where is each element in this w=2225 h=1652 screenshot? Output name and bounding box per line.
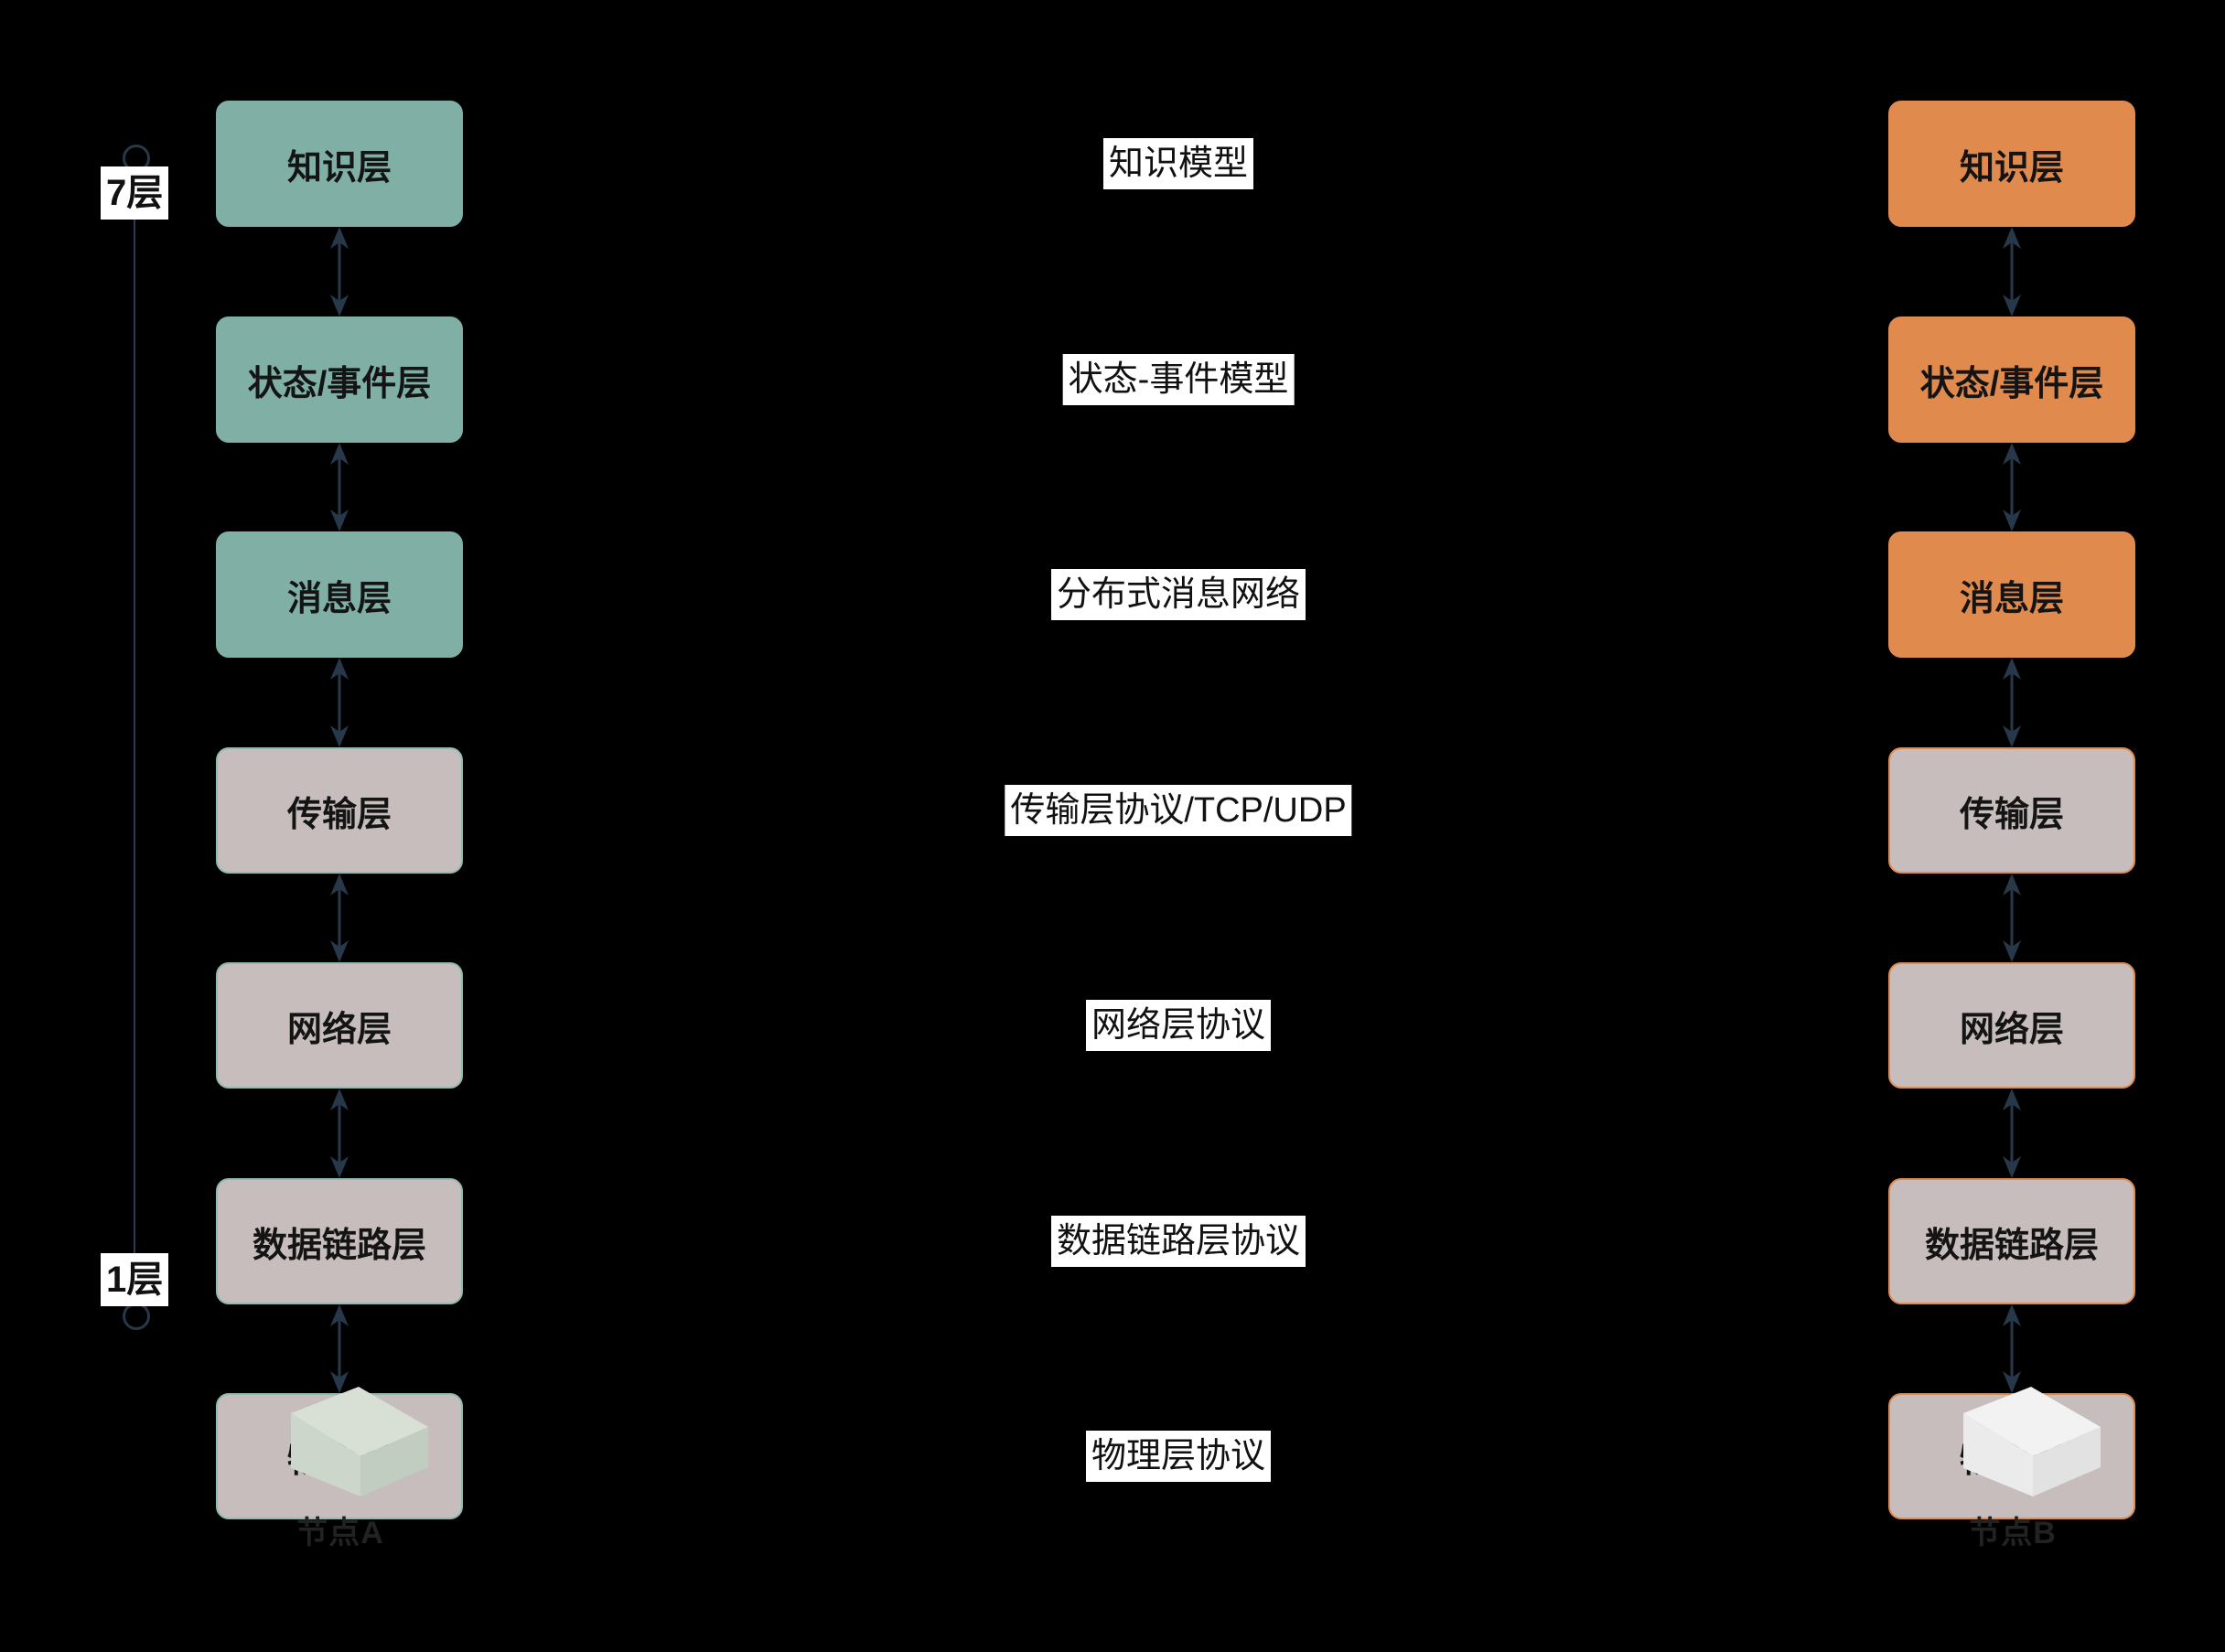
protocol-label-5: 网络层协议 bbox=[1085, 1000, 1272, 1051]
node-b-layer-4[interactable]: 传输层 bbox=[1888, 747, 2135, 874]
node-a-layer-5[interactable]: 网络层 bbox=[216, 962, 463, 1089]
layer-label: 消息层 bbox=[1959, 579, 2064, 618]
protocol-label-4: 传输层协议/TCP/UDP bbox=[1005, 785, 1352, 836]
node-a-layer-4[interactable]: 传输层 bbox=[216, 747, 463, 874]
node-b-layer-5[interactable]: 网络层 bbox=[1888, 962, 2135, 1089]
node-b-layer-2[interactable]: 状态/事件层 bbox=[1888, 316, 2135, 443]
protocol-label-3: 分布式消息网络 bbox=[1050, 569, 1306, 620]
layer-label: 知识层 bbox=[1959, 148, 2064, 188]
node-b-layer-3[interactable]: 消息层 bbox=[1888, 531, 2135, 658]
node-cube-icon bbox=[1963, 1387, 2101, 1496]
protocol-label-7: 物理层协议 bbox=[1085, 1431, 1272, 1482]
layer-label: 数据链路层 bbox=[1924, 1226, 2099, 1265]
layer-label: 状态/事件层 bbox=[247, 364, 432, 403]
layer-label: 状态/事件层 bbox=[1919, 364, 2104, 403]
layer-label: 消息层 bbox=[286, 579, 392, 618]
protocol-label-6: 数据链路层协议 bbox=[1050, 1216, 1306, 1267]
node-a: 节点A bbox=[203, 1383, 478, 1552]
node-a-layer-1[interactable]: 知识层 bbox=[216, 101, 463, 227]
layer-label: 网络层 bbox=[1959, 1010, 2064, 1049]
layer-rail-top-label: 7层 bbox=[101, 166, 169, 220]
protocol-label-1: 知识模型 bbox=[1102, 138, 1254, 189]
layer-rail-line bbox=[134, 156, 135, 1314]
node-a-layer-6[interactable]: 数据链路层 bbox=[216, 1178, 463, 1304]
layer-label: 网络层 bbox=[286, 1010, 392, 1049]
layer-label: 传输层 bbox=[1959, 795, 2064, 834]
node-b-layer-1[interactable]: 知识层 bbox=[1888, 101, 2135, 227]
node-b: 节点B bbox=[1876, 1383, 2150, 1552]
node-a-caption: 节点A bbox=[296, 1516, 384, 1550]
node-a-layer-3[interactable]: 消息层 bbox=[216, 531, 463, 658]
node-cube-icon bbox=[291, 1387, 428, 1496]
layer-label: 知识层 bbox=[286, 148, 392, 188]
protocol-label-2: 状态-事件模型 bbox=[1062, 354, 1295, 405]
node-b-caption: 节点B bbox=[1969, 1516, 2057, 1550]
layer-rail-bottom-label: 1层 bbox=[101, 1253, 169, 1306]
layer-rail-bottom-circle-icon bbox=[123, 1303, 150, 1330]
node-b-layer-6[interactable]: 数据链路层 bbox=[1888, 1178, 2135, 1304]
layer-label: 传输层 bbox=[286, 795, 392, 834]
layer-label: 数据链路层 bbox=[252, 1226, 426, 1265]
node-a-layer-2[interactable]: 状态/事件层 bbox=[216, 316, 463, 443]
